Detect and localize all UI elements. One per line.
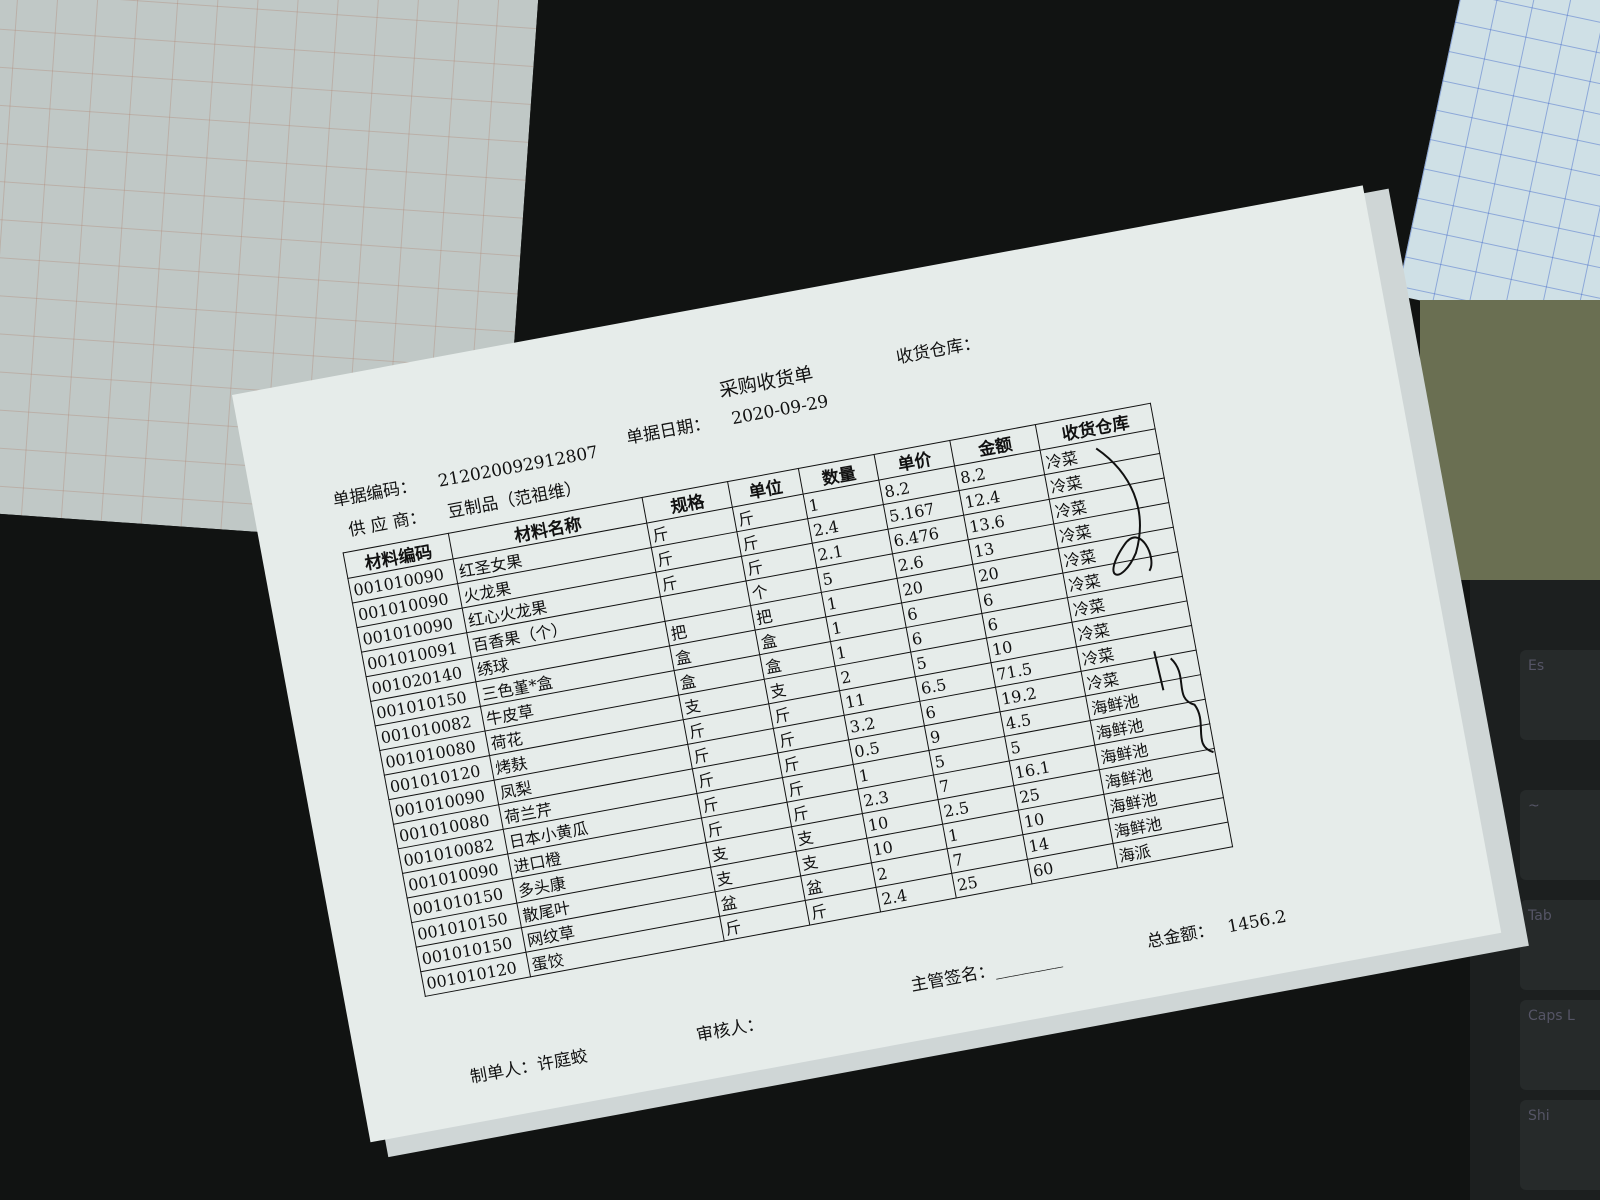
- reviewer-label: 审核人：: [694, 1013, 766, 1046]
- total: 总金额： 1456.2: [1144, 902, 1288, 952]
- doc-date-label: 单据日期：: [624, 413, 712, 449]
- maker-value: 许庭蛟: [535, 1046, 590, 1076]
- supervisor: 主管签名：________: [908, 944, 1063, 996]
- key-caps: Caps L: [1520, 1000, 1600, 1090]
- key-esc: Es: [1520, 650, 1600, 740]
- key-tilde: ~: [1520, 790, 1600, 880]
- supervisor-blank: ________: [992, 948, 1064, 981]
- warehouse-label: 收货仓库：: [894, 332, 982, 369]
- maker: 制单人：许庭蛟: [468, 1042, 590, 1088]
- key-shift: Shi: [1520, 1100, 1600, 1190]
- handwritten-signature: [1095, 447, 1214, 754]
- total-value: 1456.2: [1225, 906, 1289, 938]
- total-label: 总金额：: [1145, 920, 1216, 953]
- receipt-document: 采购收货单 收货仓库： 单据编码：212020092912807 单据日期：20…: [232, 185, 1502, 1143]
- key-tab: Tab: [1520, 900, 1600, 990]
- background-receipt-paper: [1396, 0, 1600, 338]
- maker-label: 制单人：: [468, 1055, 540, 1088]
- supervisor-label: 主管签名：: [909, 960, 997, 996]
- supplier-label: 供 应 商：: [346, 506, 429, 541]
